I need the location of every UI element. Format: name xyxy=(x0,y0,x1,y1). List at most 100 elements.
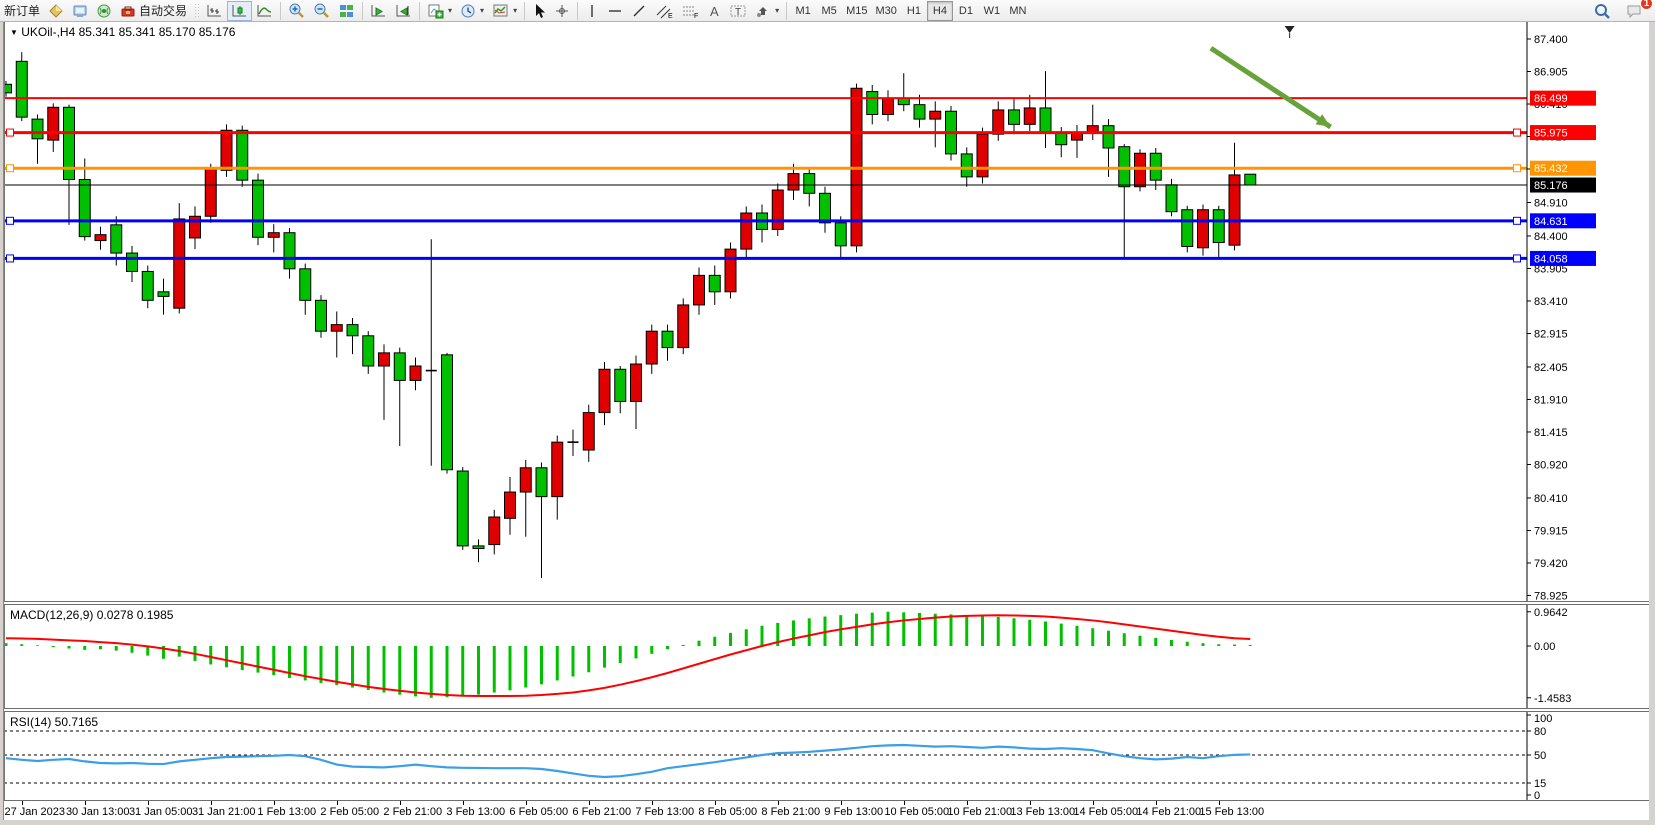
arrows-button[interactable]: ▾ xyxy=(751,1,783,21)
hline-marker[interactable] xyxy=(6,254,14,263)
timeframe-group: M1 M5 M15 M30 H1 H4 D1 W1 MN xyxy=(790,0,1031,22)
time-tick xyxy=(1029,801,1031,805)
hline-marker[interactable] xyxy=(6,216,14,225)
time-label: 3 Feb 13:00 xyxy=(446,806,506,818)
time-tick xyxy=(210,801,212,805)
price-tick-label: 82.405 xyxy=(1534,362,1568,374)
text-icon: A xyxy=(710,4,719,19)
notifications-button[interactable]: 1 xyxy=(1621,0,1653,21)
trend-arrow-annotation[interactable] xyxy=(1209,46,1332,130)
chart-shift-marker[interactable] xyxy=(1284,26,1295,33)
signal-button[interactable] xyxy=(92,1,116,21)
new-chart-button[interactable]: ▾ xyxy=(423,1,456,21)
new-order-button[interactable]: 新订单 xyxy=(0,1,44,21)
auto-trading-button[interactable]: 自动交易 xyxy=(116,1,191,21)
equidistant-channel-button[interactable]: E xyxy=(651,1,677,21)
candle xyxy=(866,84,879,125)
chevron-down-icon: ▾ xyxy=(480,6,485,15)
text-button[interactable]: A xyxy=(703,1,725,21)
timeframe-h4[interactable]: H4 xyxy=(926,0,953,21)
price-tick-label: 79.915 xyxy=(1534,525,1568,537)
candle xyxy=(677,298,690,355)
chevron-down-icon: ▾ xyxy=(775,6,780,15)
time-axis[interactable]: 27 Jan 2023 30 Jan 13:00 31 Jan 05:00 31 Ja… xyxy=(4,800,1649,820)
hline-marker[interactable] xyxy=(6,164,14,173)
candle xyxy=(157,278,170,315)
timeframe-m5[interactable]: M5 xyxy=(821,4,837,17)
channel-icon: E xyxy=(656,5,673,19)
cursor-button[interactable] xyxy=(528,1,550,21)
timeframe-w1[interactable]: W1 xyxy=(983,4,1001,17)
profile-left-icon xyxy=(371,4,386,16)
profile-right-button[interactable] xyxy=(391,1,416,21)
text-label-button[interactable]: T xyxy=(725,1,751,21)
candle xyxy=(1212,205,1225,259)
pane-separator[interactable] xyxy=(4,708,1649,712)
fibonacci-icon: F xyxy=(683,6,698,19)
price-pane[interactable]: 87.40086.90586.41085.91585.42084.91084.4… xyxy=(4,22,1649,601)
zoom-in-button[interactable] xyxy=(284,1,309,21)
timeframe-mn[interactable]: MN xyxy=(1009,4,1027,17)
horizontal-line-button[interactable] xyxy=(603,1,627,21)
periods-button[interactable]: ▾ xyxy=(456,1,488,21)
time-tick xyxy=(903,801,905,805)
timeframe-m15[interactable]: M15 xyxy=(846,4,868,17)
chevron-down-icon: ▾ xyxy=(448,6,453,15)
window-bottom-edge xyxy=(0,820,1655,825)
candle xyxy=(992,101,1005,141)
macd-pane[interactable]: 0.9642 0.00 -1.4583 MACD(12,26,9) 0.0278 0… xyxy=(4,605,1649,708)
hline-marker[interactable] xyxy=(6,128,14,137)
indicators-button[interactable]: ▾ xyxy=(488,1,521,21)
price-tick-label: 83.905 xyxy=(1534,263,1568,275)
terminal-button[interactable] xyxy=(68,1,92,21)
time-tick xyxy=(399,801,401,805)
candle xyxy=(598,362,611,426)
candle xyxy=(78,158,91,241)
fibonacci-button[interactable]: F xyxy=(677,1,703,21)
rsi-pane[interactable]: 100 80 50 15 0 RSI(14) 50.7165 xyxy=(4,712,1649,800)
candlestick-chart-button[interactable] xyxy=(227,0,253,21)
diamond-icon-button[interactable] xyxy=(44,1,68,21)
hline-marker[interactable] xyxy=(1513,128,1521,137)
time-tick xyxy=(525,801,527,805)
timeframe-m30[interactable]: M30 xyxy=(875,4,897,17)
line-chart-button[interactable] xyxy=(252,1,277,21)
price-badge xyxy=(1530,213,1596,229)
vertical-line-button[interactable] xyxy=(581,1,603,21)
candle xyxy=(299,263,312,315)
collapse-triangle-icon[interactable]: ▼ xyxy=(10,28,18,37)
tile-windows-button[interactable] xyxy=(334,1,359,21)
hline-marker[interactable] xyxy=(1513,216,1521,225)
search-button[interactable] xyxy=(1589,1,1615,21)
hline-marker[interactable] xyxy=(1513,254,1521,263)
candle xyxy=(1039,71,1052,148)
price-badge-label: 85.176 xyxy=(1534,180,1568,192)
time-tick xyxy=(336,801,338,805)
candle xyxy=(378,344,390,420)
timeframe-m1[interactable]: M1 xyxy=(795,4,811,17)
candle xyxy=(472,539,485,563)
crosshair-button[interactable] xyxy=(550,1,574,21)
crosshair-icon xyxy=(556,4,569,17)
profile-right-icon xyxy=(396,4,411,16)
candle xyxy=(724,242,737,299)
candle xyxy=(661,324,674,361)
bar-chart-button[interactable] xyxy=(202,1,227,21)
toolbar-drag-handle[interactable] xyxy=(194,2,200,19)
terminal-icon xyxy=(73,5,87,17)
zoom-out-button[interactable] xyxy=(309,1,334,21)
rsi-line xyxy=(5,743,1251,779)
trendline-button[interactable] xyxy=(627,1,651,21)
candlestick-icon xyxy=(232,4,247,16)
pane-separator[interactable] xyxy=(4,601,1649,605)
macd-label: MACD(12,26,9) 0.0278 0.1985 xyxy=(10,608,174,622)
timeframe-d1[interactable]: D1 xyxy=(958,4,973,17)
profile-left-button[interactable] xyxy=(366,1,391,21)
price-tick-label: 84.910 xyxy=(1534,197,1568,209)
candle xyxy=(346,318,359,355)
time-tick xyxy=(1092,801,1094,805)
timeframe-h1[interactable]: H1 xyxy=(906,4,921,17)
candle xyxy=(409,357,422,391)
hline-marker[interactable] xyxy=(1513,164,1521,173)
rsi-tick-label: 100 xyxy=(1534,713,1552,725)
